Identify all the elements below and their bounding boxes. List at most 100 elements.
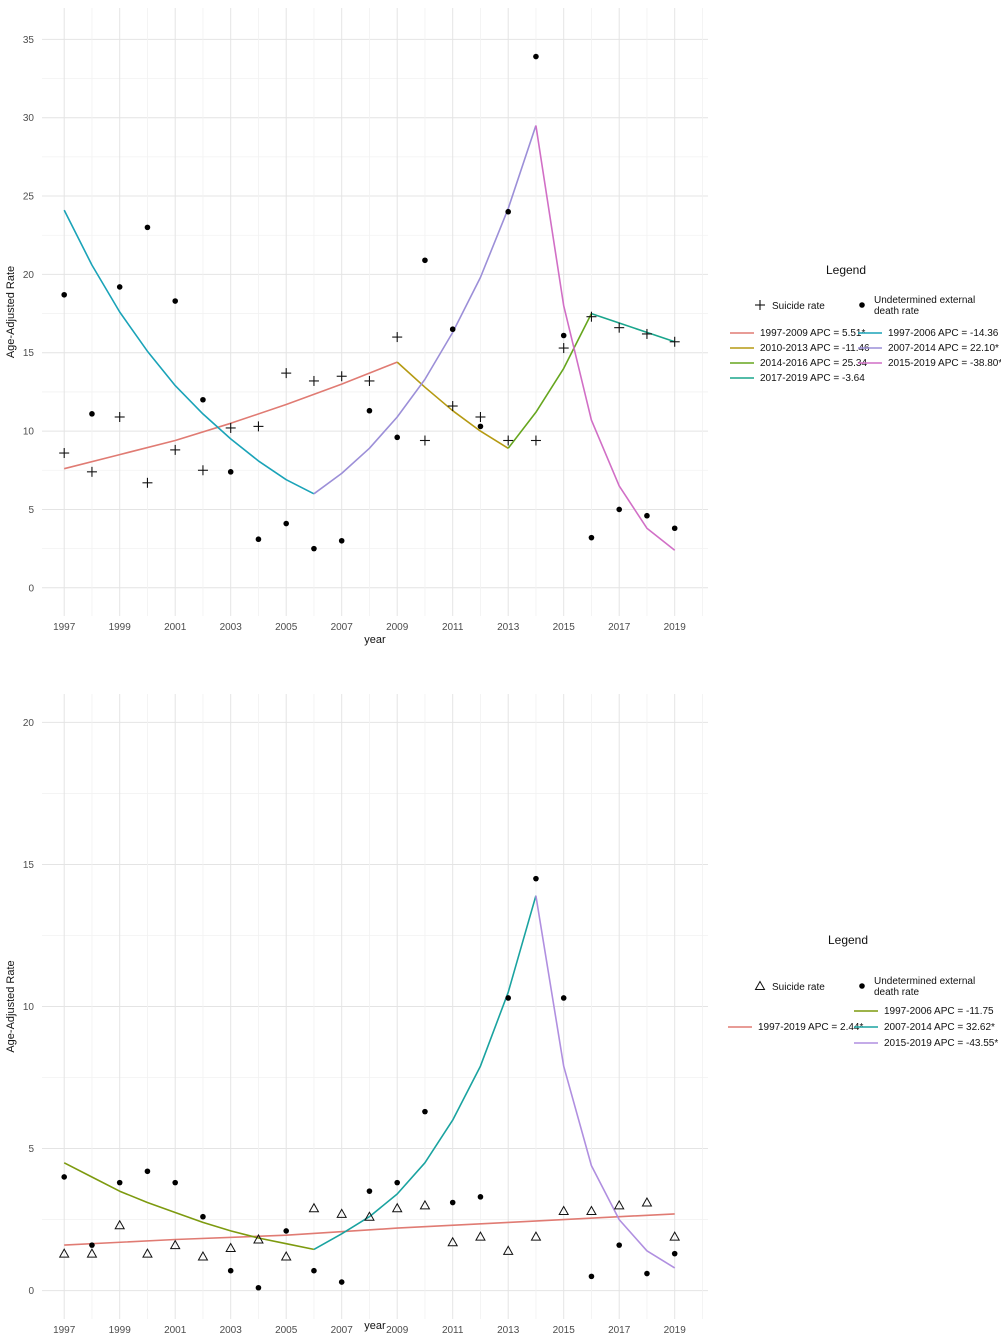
x-tick-label: 2003: [220, 1325, 243, 1336]
undetermined-point: [644, 512, 650, 519]
legend-marker: [755, 300, 765, 310]
legend: Legend Suicide rate Undetermined external d…: [728, 933, 998, 1049]
suicide-point: [669, 1231, 681, 1241]
suicide-point: [86, 466, 97, 477]
y-tick-label: 10: [23, 1002, 35, 1013]
x-tick-label: 2005: [275, 1325, 298, 1336]
suicide-point: [225, 1242, 237, 1252]
suicide-point: [114, 1219, 126, 1230]
series-line: [591, 312, 675, 343]
suicide-point: [447, 1236, 459, 1247]
x-tick-label: 2019: [664, 622, 687, 633]
x-tick-label: 2017: [608, 622, 631, 633]
x-tick-label: 2007: [331, 1325, 354, 1336]
undetermined-point: [560, 332, 567, 339]
x-tick-label: 2009: [386, 622, 409, 633]
legend-line-label: 1997-2019 APC = 2.44*: [758, 1022, 863, 1033]
tick-labels: 1997 1999 2001 2003 2005 2007 2009 2011 2013 2015…: [23, 35, 686, 633]
suicide-point: [281, 368, 292, 379]
suicide-point: [114, 411, 125, 422]
bottom-chart: 1997 1999 2001 2003 2005 2007 2009 2011 2013 2015…: [5, 694, 998, 1336]
data-points: [58, 875, 681, 1291]
undetermined-point: [116, 284, 123, 290]
x-tick-label: 2007: [331, 622, 354, 633]
undetermined-point: [505, 208, 512, 215]
legend-line-label: 1997-2006 APC = -14.36: [888, 328, 999, 339]
suicide-point: [336, 371, 347, 382]
suicide-point: [530, 435, 541, 446]
suicide-point: [447, 401, 458, 412]
suicide-point: [197, 465, 208, 476]
y-tick-label: 10: [23, 427, 35, 438]
suicide-point: [503, 435, 514, 446]
undetermined-point: [588, 534, 595, 541]
undetermined-point: [61, 1174, 67, 1180]
x-tick-label: 2009: [386, 1325, 409, 1336]
undetermined-point: [61, 291, 67, 298]
series-line: [507, 313, 593, 449]
undetermined-point: [505, 995, 512, 1001]
undetermined-point: [533, 53, 539, 60]
undetermined-point: [311, 545, 317, 552]
grid: [42, 8, 708, 616]
x-tick-label: 1999: [109, 622, 132, 633]
y-axis-title: Age-Adjusted Rate: [5, 960, 17, 1052]
top-chart: 1997 1999 2001 2003 2005 2007 2009 2011 2013 2015…: [5, 8, 1001, 646]
undetermined-point: [200, 396, 206, 403]
y-tick-label: 5: [28, 505, 34, 516]
suicide-point: [253, 1233, 264, 1244]
suicide-point: [253, 421, 264, 432]
undetermined-point: [394, 434, 401, 441]
y-tick-label: 5: [28, 1144, 34, 1155]
undetermined-point: [671, 525, 678, 532]
y-tick-label: 0: [28, 583, 34, 594]
x-tick-label: 2001: [164, 622, 187, 633]
y-tick-label: 25: [23, 192, 35, 203]
legend: Legend Suicide rate Undetermined external d…: [730, 263, 1001, 384]
suicide-point: [641, 328, 652, 339]
undetermined-point: [477, 1194, 484, 1200]
undetermined-point: [144, 1168, 151, 1175]
suicide-point: [142, 477, 153, 488]
y-axis-title: Age-Adjusted Rate: [5, 266, 17, 358]
legend-marker: [859, 302, 865, 308]
undetermined-point: [89, 1242, 95, 1248]
legend-point-label: Suicide rate: [772, 301, 825, 312]
series-line: [64, 1213, 675, 1246]
legend-point-label: Suicide rate: [772, 982, 825, 993]
undetermined-point: [255, 536, 262, 543]
legend-point-label: Undetermined external death rate: [874, 295, 975, 317]
suicide-point: [364, 1211, 375, 1221]
suicide-point: [475, 1231, 486, 1241]
y-tick-label: 20: [23, 270, 35, 281]
suicide-point: [59, 448, 70, 459]
series-line: [535, 895, 676, 1269]
undetermined-point: [588, 1273, 595, 1280]
x-tick-label: 2013: [497, 622, 520, 633]
suicide-point: [669, 336, 680, 347]
suicide-point: [364, 375, 375, 386]
legend-line-label: 2015-2019 APC = -38.80*: [888, 358, 1001, 369]
suicide-point: [86, 1248, 98, 1258]
data-points: [59, 53, 680, 552]
legend-line-label: 2017-2019 APC = -3.64: [760, 373, 865, 384]
suicide-point: [530, 1231, 542, 1241]
suicide-point: [170, 444, 181, 455]
x-tick-label: 2019: [664, 1325, 687, 1336]
suicide-point: [391, 1202, 403, 1213]
undetermined-point: [283, 520, 290, 527]
undetermined-point: [283, 1228, 290, 1234]
legend-line-label: 2007-2014 APC = 22.10*: [888, 343, 999, 354]
suicide-point: [392, 332, 403, 343]
undetermined-point: [422, 1108, 428, 1115]
undetermined-point: [255, 1284, 262, 1291]
series-line: [313, 895, 537, 1251]
suicide-point: [502, 1245, 514, 1255]
suicide-point: [308, 375, 319, 386]
x-tick-label: 2013: [497, 1325, 520, 1336]
legend-title: Legend: [828, 933, 868, 947]
undetermined-point: [89, 411, 95, 417]
suicide-point: [419, 1199, 431, 1210]
legend-marker: [859, 983, 865, 989]
